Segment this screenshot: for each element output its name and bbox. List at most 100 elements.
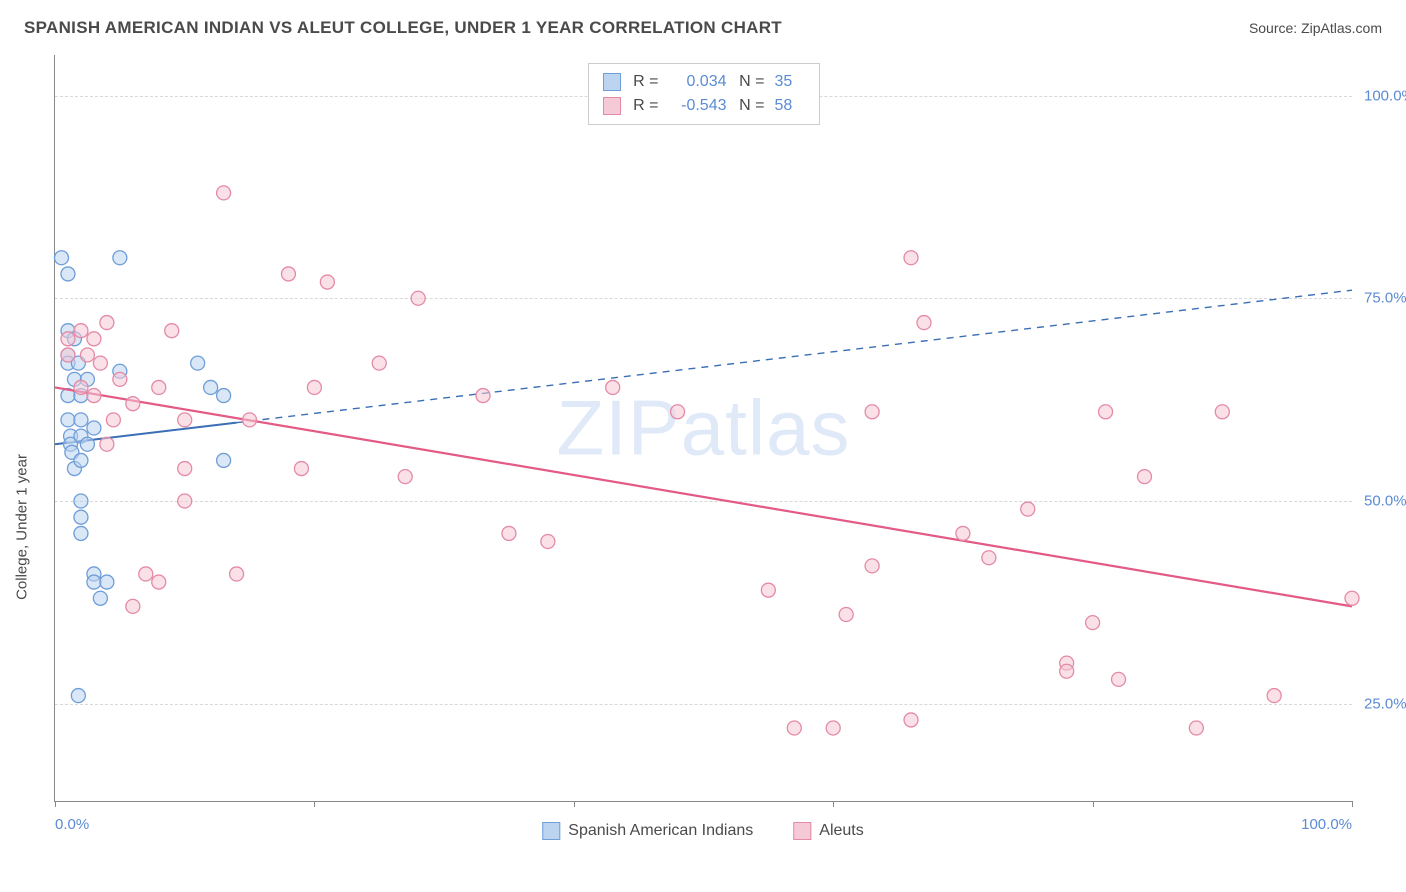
n-label: N = [737, 70, 765, 94]
x-tick-mark [574, 801, 575, 807]
scatter-point [956, 526, 970, 540]
scatter-point [1086, 616, 1100, 630]
scatter-point [204, 380, 218, 394]
scatter-point [1215, 405, 1229, 419]
scatter-point [865, 405, 879, 419]
scatter-point [54, 251, 68, 265]
scatter-point [1345, 591, 1359, 605]
n-value-1: 58 [775, 94, 805, 118]
r-value-0: 0.034 [669, 70, 727, 94]
x-tick-label: 100.0% [1301, 816, 1352, 833]
scatter-point [904, 713, 918, 727]
swatch-series-0 [603, 73, 621, 91]
scatter-point [1267, 689, 1281, 703]
scatter-point [178, 462, 192, 476]
correlation-stats-box: R = 0.034 N = 35 R = -0.543 N = 58 [588, 63, 820, 125]
scatter-point [74, 494, 88, 508]
scatter-point [191, 356, 205, 370]
scatter-point [71, 689, 85, 703]
scatter-point [126, 599, 140, 613]
scatter-point [61, 267, 75, 281]
scatter-point [839, 608, 853, 622]
scatter-point [217, 186, 231, 200]
scatter-point [865, 559, 879, 573]
stats-row-series-1: R = -0.543 N = 58 [603, 94, 805, 118]
scatter-point [100, 316, 114, 330]
scatter-point [761, 583, 775, 597]
scatter-point [243, 413, 257, 427]
x-tick-mark [1352, 801, 1353, 807]
plot-area: ZIPatlas R = 0.034 N = 35 R = -0.543 N =… [54, 55, 1352, 802]
scatter-point [1189, 721, 1203, 735]
y-tick-label: 75.0% [1354, 290, 1406, 307]
scatter-point [372, 356, 386, 370]
scatter-point [100, 437, 114, 451]
scatter-point [113, 372, 127, 386]
source-attribution: Source: ZipAtlas.com [1249, 20, 1382, 36]
scatter-plot-svg [55, 55, 1352, 801]
legend-label-1: Aleuts [819, 822, 863, 840]
scatter-point [74, 453, 88, 467]
scatter-point [178, 413, 192, 427]
series-legend: Spanish American Indians Aleuts [542, 822, 863, 840]
source-prefix: Source: [1249, 20, 1301, 36]
scatter-point [61, 348, 75, 362]
scatter-point [74, 380, 88, 394]
scatter-point [1112, 672, 1126, 686]
scatter-point [74, 413, 88, 427]
y-tick-label: 50.0% [1354, 492, 1406, 509]
scatter-point [93, 591, 107, 605]
x-tick-mark [314, 801, 315, 807]
swatch-series-1 [603, 97, 621, 115]
y-axis-label: College, Under 1 year [14, 454, 31, 600]
scatter-point [165, 324, 179, 338]
scatter-point [917, 316, 931, 330]
scatter-point [787, 721, 801, 735]
scatter-point [904, 251, 918, 265]
r-label: R = [631, 70, 659, 94]
scatter-point [100, 575, 114, 589]
n-value-0: 35 [775, 70, 805, 94]
scatter-point [502, 526, 516, 540]
scatter-point [61, 413, 75, 427]
scatter-point [1099, 405, 1113, 419]
scatter-point [152, 575, 166, 589]
legend-swatch-0 [542, 822, 560, 840]
scatter-point [826, 721, 840, 735]
x-tick-mark [55, 801, 56, 807]
r-value-1: -0.543 [669, 94, 727, 118]
n-label: N = [737, 94, 765, 118]
x-tick-mark [833, 801, 834, 807]
legend-item-1: Aleuts [793, 822, 863, 840]
scatter-point [61, 332, 75, 346]
legend-swatch-1 [793, 822, 811, 840]
source-link[interactable]: ZipAtlas.com [1301, 20, 1382, 36]
scatter-point [74, 510, 88, 524]
x-tick-mark [1093, 801, 1094, 807]
scatter-point [1060, 664, 1074, 678]
legend-label-0: Spanish American Indians [568, 822, 753, 840]
scatter-point [80, 437, 94, 451]
scatter-point [74, 324, 88, 338]
scatter-point [106, 413, 120, 427]
stats-row-series-0: R = 0.034 N = 35 [603, 70, 805, 94]
y-tick-label: 25.0% [1354, 695, 1406, 712]
scatter-point [87, 421, 101, 435]
scatter-point [982, 551, 996, 565]
scatter-point [606, 380, 620, 394]
scatter-point [671, 405, 685, 419]
scatter-point [113, 251, 127, 265]
scatter-point [411, 291, 425, 305]
scatter-point [217, 453, 231, 467]
x-tick-label: 0.0% [55, 816, 89, 833]
scatter-point [178, 494, 192, 508]
scatter-point [87, 389, 101, 403]
scatter-point [294, 462, 308, 476]
scatter-point [1137, 470, 1151, 484]
scatter-point [217, 389, 231, 403]
scatter-point [541, 535, 555, 549]
scatter-point [93, 356, 107, 370]
trend-line-dashed [237, 290, 1352, 422]
scatter-point [1021, 502, 1035, 516]
scatter-point [281, 267, 295, 281]
